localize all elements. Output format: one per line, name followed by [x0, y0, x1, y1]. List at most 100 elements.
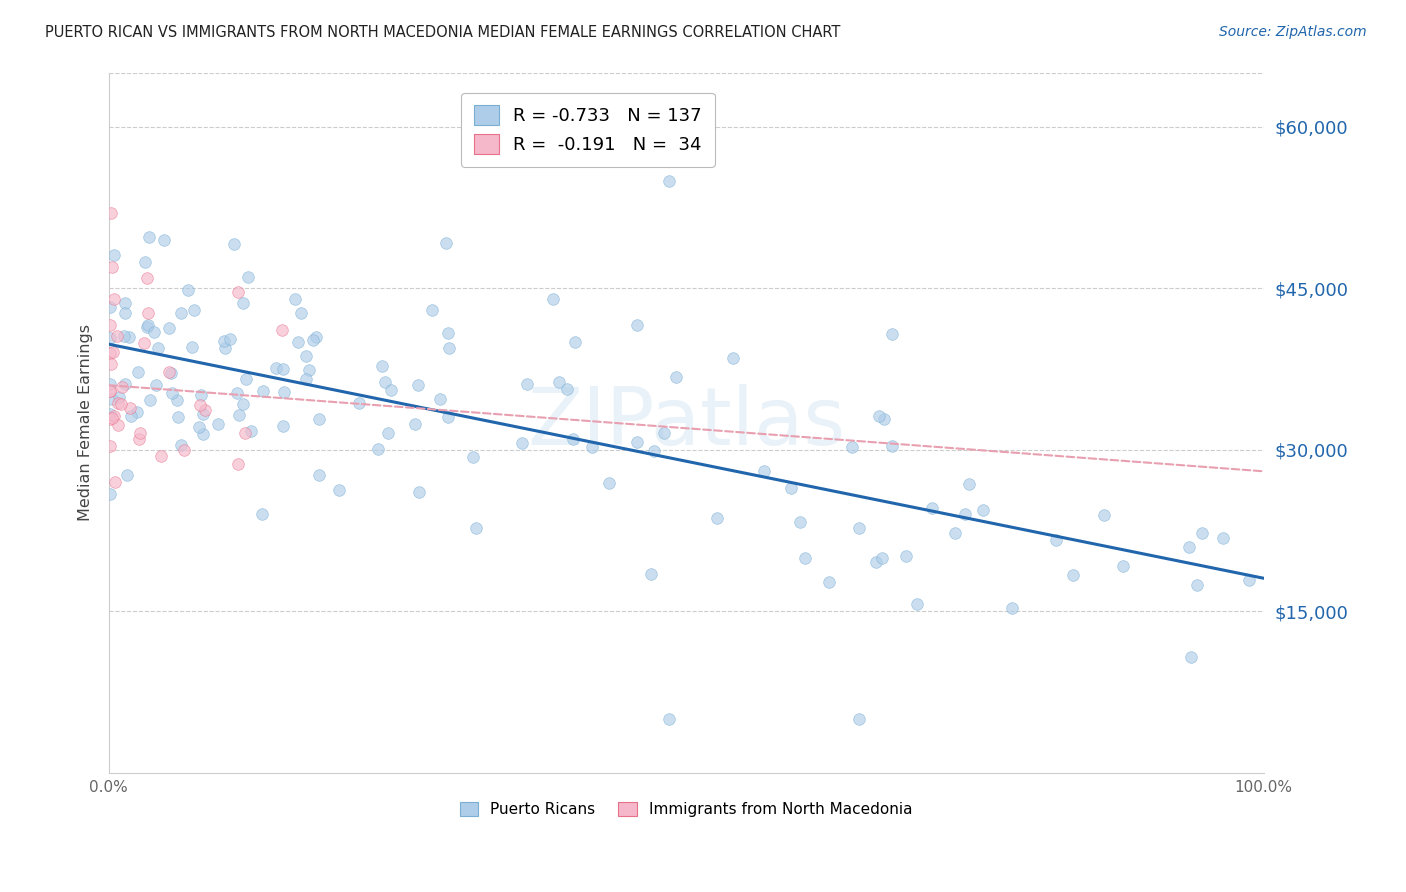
- Point: [652, 425, 675, 440]
- Point: [107, 396, 129, 410]
- Text: ZIPatlas: ZIPatlas: [527, 384, 845, 462]
- Point: [128, 433, 150, 447]
- Point: [114, 376, 136, 391]
- Point: [190, 388, 212, 402]
- Point: [1045, 533, 1067, 547]
- Point: [643, 444, 665, 458]
- Point: [101, 344, 124, 359]
- Point: [207, 417, 229, 432]
- Point: [112, 329, 135, 343]
- Point: [561, 432, 583, 446]
- Point: [880, 439, 903, 453]
- Point: [1212, 532, 1234, 546]
- Point: [107, 390, 129, 404]
- Point: [371, 359, 394, 373]
- Point: [166, 393, 188, 408]
- Point: [150, 449, 173, 463]
- Point: [408, 485, 430, 500]
- Point: [429, 392, 451, 406]
- Point: [114, 306, 136, 320]
- Point: [308, 412, 330, 426]
- Point: [191, 426, 214, 441]
- Point: [1178, 540, 1201, 554]
- Point: [848, 712, 870, 726]
- Point: [142, 325, 165, 339]
- Point: [873, 412, 896, 426]
- Point: [98, 439, 121, 453]
- Point: [177, 284, 200, 298]
- Point: [136, 320, 159, 334]
- Point: [349, 396, 371, 410]
- Point: [301, 333, 323, 347]
- Point: [284, 292, 307, 306]
- Point: [894, 549, 917, 564]
- Point: [98, 300, 121, 314]
- Point: [159, 365, 181, 379]
- Point: [118, 401, 141, 416]
- Point: [779, 481, 801, 495]
- Point: [789, 515, 811, 529]
- Point: [287, 334, 309, 349]
- Point: [921, 501, 943, 516]
- Point: [101, 411, 124, 425]
- Point: [98, 384, 121, 398]
- Point: [98, 384, 121, 398]
- Point: [868, 409, 890, 423]
- Point: [721, 351, 744, 365]
- Point: [110, 380, 132, 394]
- Point: [865, 555, 887, 569]
- Point: [510, 436, 533, 450]
- Point: [439, 341, 461, 355]
- Point: [953, 507, 976, 521]
- Point: [870, 551, 893, 566]
- Point: [239, 424, 262, 438]
- Point: [232, 397, 254, 411]
- Point: [188, 398, 211, 412]
- Point: [107, 418, 129, 433]
- Point: [270, 323, 292, 337]
- Point: [972, 503, 994, 517]
- Point: [817, 575, 839, 590]
- Point: [1191, 526, 1213, 541]
- Point: [298, 362, 321, 376]
- Point: [273, 361, 295, 376]
- Point: [222, 236, 245, 251]
- Point: [308, 468, 330, 483]
- Point: [98, 377, 121, 392]
- Point: [138, 392, 160, 407]
- Point: [160, 366, 183, 380]
- Point: [100, 206, 122, 220]
- Point: [464, 521, 486, 535]
- Point: [1112, 559, 1135, 574]
- Point: [233, 426, 256, 441]
- Point: [127, 366, 149, 380]
- Point: [295, 349, 318, 363]
- Point: [943, 526, 966, 541]
- Point: [1092, 508, 1115, 522]
- Point: [841, 440, 863, 454]
- Point: [105, 329, 128, 343]
- Point: [1001, 600, 1024, 615]
- Point: [115, 467, 138, 482]
- Point: [461, 450, 484, 464]
- Point: [101, 260, 124, 274]
- Point: [180, 340, 202, 354]
- Point: [228, 408, 250, 422]
- Point: [250, 508, 273, 522]
- Point: [706, 511, 728, 525]
- Point: [98, 331, 121, 345]
- Point: [880, 326, 903, 341]
- Point: [658, 174, 681, 188]
- Point: [170, 306, 193, 320]
- Point: [266, 360, 288, 375]
- Point: [98, 346, 121, 360]
- Point: [100, 357, 122, 371]
- Point: [98, 411, 121, 425]
- Point: [98, 318, 121, 333]
- Point: [138, 229, 160, 244]
- Point: [295, 372, 318, 386]
- Point: [406, 378, 429, 392]
- Point: [114, 296, 136, 310]
- Y-axis label: Median Female Earnings: Median Female Earnings: [79, 325, 93, 521]
- Point: [598, 475, 620, 490]
